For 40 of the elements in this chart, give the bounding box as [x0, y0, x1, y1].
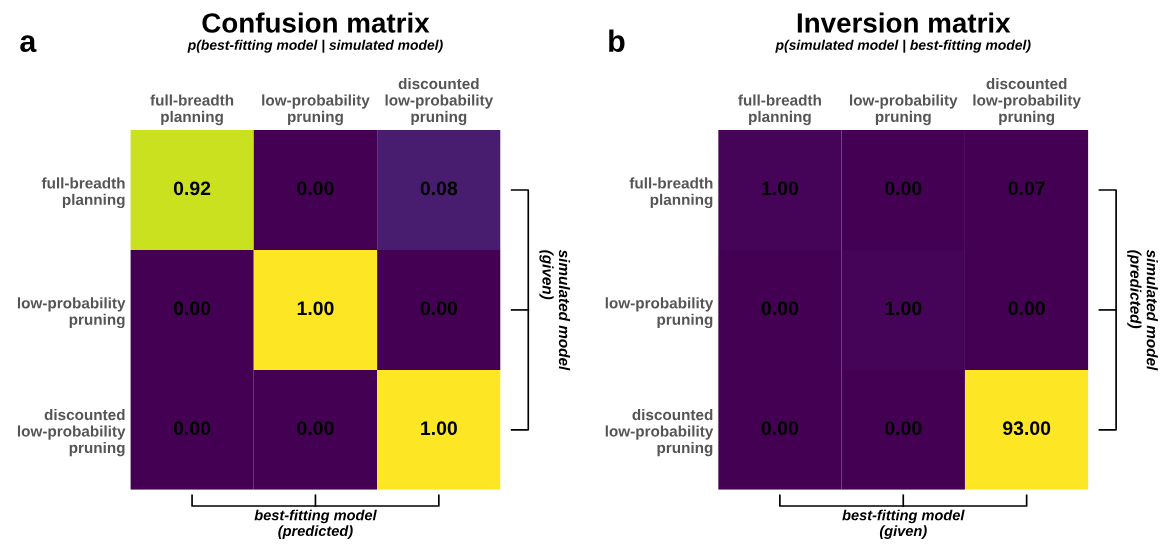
x-tick-label: full-breadth planning [150, 94, 234, 126]
chart-subtitle: p(best-fitting model | simulated model) [187, 39, 443, 53]
data-label: 0.00 [173, 301, 211, 316]
x-axis-title: best-fitting model (given) [842, 509, 965, 539]
data-label: 0.00 [420, 301, 457, 316]
data-label: 1.00 [297, 301, 334, 316]
data-label: 0.00 [297, 421, 334, 436]
data-label: 0.92 [173, 181, 211, 196]
data-label: 0.00 [761, 421, 799, 436]
y-tick-label: discounted low-probability pruning [605, 408, 714, 457]
data-label: 0.00 [885, 181, 922, 196]
x-tick-label: low-probability pruning [262, 94, 370, 126]
text: b [609, 29, 625, 53]
data-label: 93.00 [1003, 421, 1051, 436]
y-tick-label: discounted low-probability pruning [17, 408, 126, 457]
y2-axis-title: simulated model (predicted) [1127, 249, 1158, 371]
text: a [20, 35, 37, 53]
x-tick-label: low-probability pruning [850, 94, 958, 126]
y-tick-label: full-breadth planning [41, 177, 125, 209]
data-label: 0.00 [761, 301, 799, 316]
x-tick-label: discounted low-probability pruning [385, 77, 494, 126]
data-label: 0.00 [173, 421, 211, 436]
chart-title: Inversion matrix [797, 12, 1011, 33]
data-label: 0.00 [885, 421, 922, 436]
data-label: 0.08 [420, 181, 458, 196]
data-label: 0.07 [1008, 181, 1045, 196]
y-tick-label: full-breadth planning [629, 177, 713, 209]
y2-axis-title: simulated model (given) [539, 249, 571, 371]
x-tick-label: discounted low-probability pruning [973, 77, 1081, 126]
data-label: 0.00 [1008, 301, 1045, 316]
x-axis-title: best-fitting model (predicted) [254, 509, 377, 539]
y-tick-label: low-probability pruning [17, 297, 126, 329]
data-label: 1.00 [762, 181, 799, 196]
y-tick-label: low-probability pruning [605, 297, 714, 329]
data-label: 1.00 [421, 421, 457, 436]
chart-subtitle: p(simulated model | best-fitting model) [775, 39, 1031, 53]
chart-title: Confusion matrix [202, 12, 430, 33]
data-label: 1.00 [885, 301, 922, 316]
data-label: 0.00 [297, 181, 334, 196]
x-tick-label: full-breadth planning [738, 94, 821, 126]
